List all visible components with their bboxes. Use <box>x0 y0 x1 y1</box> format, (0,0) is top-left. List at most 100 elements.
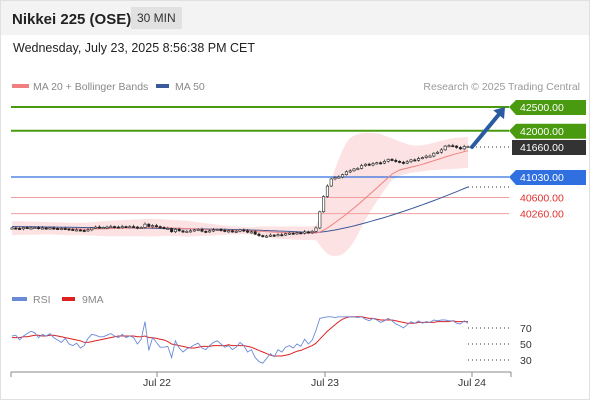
level-tag-42000 <box>509 123 586 139</box>
candle <box>265 235 269 238</box>
candle <box>325 185 329 197</box>
candle <box>280 234 284 237</box>
candle <box>227 230 231 233</box>
candle <box>458 147 462 150</box>
candle <box>249 231 253 234</box>
candle <box>116 226 120 229</box>
candle <box>113 226 117 229</box>
candle <box>379 162 383 165</box>
candle <box>109 226 113 229</box>
legend-ma50-label: MA 50 <box>175 81 205 93</box>
candle <box>341 174 345 178</box>
rsi-tick-30: 30 <box>520 355 532 367</box>
candle <box>303 231 307 234</box>
candle <box>436 151 440 154</box>
legend-rsi-swatch <box>12 297 27 301</box>
candle <box>344 171 348 175</box>
candle <box>147 223 151 227</box>
legend-rsi-label: RSI <box>33 294 51 306</box>
candle <box>132 226 136 229</box>
rsi-line <box>11 316 469 364</box>
candle <box>154 225 158 228</box>
candle <box>466 146 470 149</box>
candle <box>238 229 242 232</box>
candle <box>18 228 22 230</box>
candle <box>223 230 227 232</box>
x-tick-label: Jul 22 <box>143 377 171 389</box>
candle <box>181 230 185 233</box>
candle <box>230 230 234 233</box>
candle <box>257 233 261 236</box>
rsi-tick-50: 50 <box>520 339 532 351</box>
candle <box>405 161 409 164</box>
candle <box>375 162 379 165</box>
candle <box>10 227 14 230</box>
candle <box>276 234 280 237</box>
candle <box>94 226 98 229</box>
candle <box>306 231 310 234</box>
candle <box>439 149 443 153</box>
candle <box>333 177 337 180</box>
credit-label: Research © 2025 Trading Central <box>423 81 580 93</box>
candle <box>78 229 82 232</box>
candle <box>196 229 200 231</box>
legend-9ma-swatch <box>62 297 75 301</box>
candle <box>192 229 196 232</box>
legend-ma50-swatch <box>156 84 169 88</box>
x-tick-label: Jul 23 <box>311 377 339 389</box>
chart-header: Nikkei 225 (OSE) 30 MIN <box>0 0 590 35</box>
candle <box>177 229 181 232</box>
candle <box>382 160 386 164</box>
level-tag-42500 <box>509 100 586 115</box>
level-label-42500: 42500.00 <box>520 102 564 114</box>
candle <box>71 229 75 231</box>
candle <box>390 159 394 161</box>
candle <box>291 232 295 235</box>
candle <box>447 145 451 148</box>
candle <box>318 211 322 229</box>
candle <box>90 227 94 231</box>
candle <box>86 229 90 232</box>
candle <box>348 170 352 173</box>
candle <box>185 230 189 233</box>
candle <box>59 228 63 230</box>
candle <box>215 229 219 231</box>
level-label-41030: 41030.00 <box>520 172 564 184</box>
candle <box>371 163 375 166</box>
candle <box>413 159 417 162</box>
timeframe-button[interactable]: 30 MIN <box>131 7 182 29</box>
x-tick-label: Jul 24 <box>458 377 486 389</box>
candle <box>75 229 79 232</box>
legend-ma20-label: MA 20 + Bollinger Bands <box>33 81 148 93</box>
candle <box>37 227 41 229</box>
candle <box>242 229 246 232</box>
candle <box>200 229 204 232</box>
candle <box>287 232 291 235</box>
rsi-panel: 30 50 70 <box>11 316 532 367</box>
candle <box>124 226 128 229</box>
candle <box>29 227 33 230</box>
candle <box>105 226 109 229</box>
forecast-arrow-shaft <box>470 112 501 149</box>
candle <box>417 158 421 161</box>
candle <box>204 230 208 233</box>
candle <box>170 228 174 233</box>
price-panel: 42500.00 42000.00 41660.00 41030.00 40600.00… <box>10 100 586 256</box>
candle <box>234 230 238 233</box>
candle <box>21 227 25 230</box>
level-label-40260: 40260.00 <box>520 209 564 221</box>
candle <box>394 160 398 162</box>
candle <box>329 178 333 187</box>
candle <box>25 227 29 229</box>
candle <box>401 161 405 164</box>
candle <box>310 230 314 234</box>
candle <box>135 226 139 229</box>
candle <box>63 228 67 230</box>
candle <box>455 145 459 148</box>
candle <box>173 229 177 233</box>
candle <box>162 227 166 229</box>
candle <box>189 230 193 233</box>
candle <box>398 160 402 163</box>
candle <box>409 159 413 163</box>
bollinger-band-area <box>12 132 468 256</box>
